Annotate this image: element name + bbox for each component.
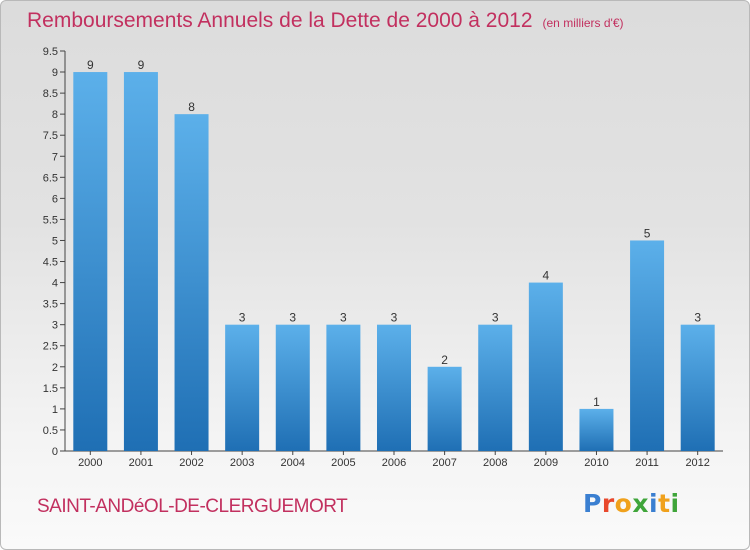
x-tick-label: 2009	[534, 457, 558, 469]
bar-value-label: 3	[340, 311, 347, 325]
x-tick-label: 2005	[331, 457, 355, 469]
y-tick-label: 2.5	[43, 341, 58, 353]
bar-2005	[326, 324, 361, 451]
bar-value-label: 9	[138, 58, 145, 72]
y-tick-label: 9.5	[43, 46, 58, 58]
y-tick-label: 7.5	[43, 130, 58, 142]
bar-value-label: 9	[87, 58, 94, 72]
bar-2012	[680, 324, 715, 451]
y-tick-label: 4	[52, 278, 58, 290]
x-tick-label: 2001	[129, 457, 153, 469]
bar-2004	[275, 324, 310, 451]
x-tick-label: 2003	[230, 457, 254, 469]
y-tick-label: 0.5	[43, 425, 58, 437]
bar-value-label: 5	[644, 226, 651, 240]
bar-2000	[73, 72, 108, 451]
y-tick-label: 1.5	[43, 383, 58, 395]
y-tick-label: 6	[52, 193, 58, 205]
bar-2001	[123, 72, 158, 451]
chart-bars: 9 9 8 3 3 3 3 2 3 4 1 5 3	[73, 58, 715, 451]
bar-2003	[225, 324, 260, 451]
x-tick-label: 2004	[281, 457, 305, 469]
logo-letter: o	[614, 489, 633, 518]
bar-2009	[528, 282, 563, 451]
place-name: SAINT-ANDéOL-DE-CLERGUEMORT	[37, 496, 348, 517]
y-tick-label: 7	[52, 151, 58, 163]
x-tick-label: 2000	[78, 457, 102, 469]
bar-2007	[427, 366, 462, 451]
bar-2010	[579, 408, 614, 451]
x-tick-label: 2008	[483, 457, 507, 469]
bar-value-label: 3	[239, 311, 246, 325]
bar-value-label: 8	[188, 100, 195, 114]
bar-value-label: 4	[543, 269, 550, 283]
y-tick-label: 6.5	[43, 172, 58, 184]
x-tick-label: 2006	[382, 457, 406, 469]
bar-2006	[377, 324, 411, 451]
bar-value-label: 3	[694, 311, 701, 325]
x-tick-label: 2012	[685, 457, 709, 469]
bar-value-label: 1	[593, 395, 600, 409]
title-text: Remboursements Annuels de la Dette de 20…	[27, 9, 533, 32]
x-tick-label: 2011	[635, 457, 659, 469]
y-tick-label: 3	[52, 320, 58, 332]
logo-letter: t	[658, 489, 671, 518]
bar-value-label: 3	[492, 311, 499, 325]
x-tick-label: 2002	[179, 457, 203, 469]
logo-letter: i	[670, 489, 680, 518]
y-tick-label: 9	[52, 67, 58, 79]
bar-value-label: 2	[441, 353, 448, 367]
logo-letter: P	[583, 489, 602, 518]
y-tick-label: 0	[52, 446, 58, 458]
y-tick-label: 5	[52, 235, 58, 247]
unit-note: (en milliers d'€)	[542, 16, 624, 30]
y-tick-label: 5.5	[43, 214, 58, 226]
y-tick-label: 1	[52, 404, 58, 416]
logo-letter: x	[632, 489, 649, 518]
x-tick-label: 2007	[432, 457, 456, 469]
bar-value-label: 3	[289, 311, 296, 325]
logo-letter: r	[601, 489, 615, 518]
y-tick-label: 8.5	[43, 88, 58, 100]
x-tick-label: 2010	[584, 457, 608, 469]
chart-title: Remboursements Annuels de la Dette de 20…	[27, 9, 624, 33]
bar-2002	[174, 114, 209, 451]
y-tick-label: 2	[52, 362, 58, 374]
bar-2008	[478, 324, 513, 451]
y-tick-label: 8	[52, 109, 58, 121]
logo-letter: i	[649, 489, 659, 518]
bar-value-label: 3	[391, 311, 398, 325]
bar-2011	[630, 240, 665, 451]
y-tick-label: 4.5	[43, 257, 58, 269]
y-tick-label: 3.5	[43, 299, 58, 311]
proxiti-logo[interactable]: Proxiti	[583, 489, 680, 518]
